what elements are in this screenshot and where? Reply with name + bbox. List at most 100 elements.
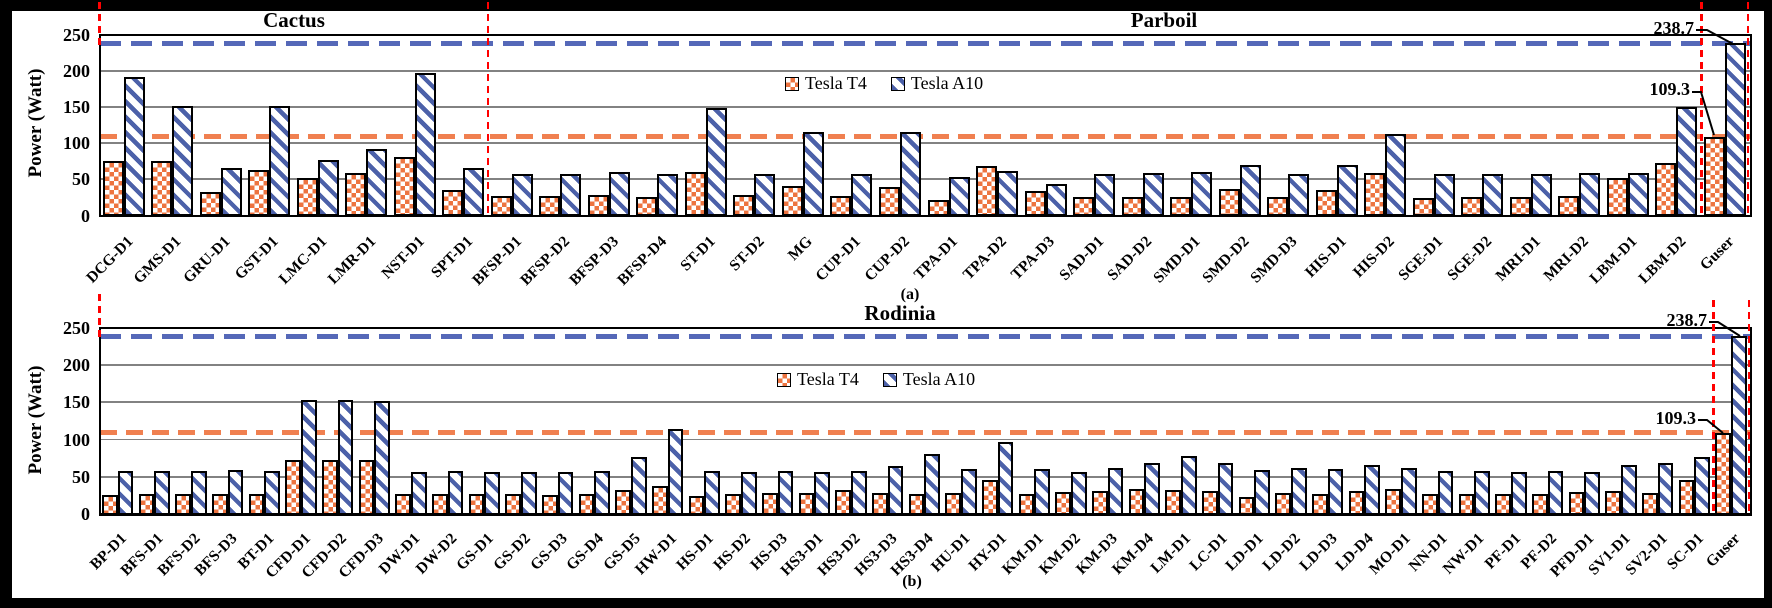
- bar-t4-LBM-D2: [1655, 162, 1677, 217]
- bar-t4-HS-D2: [725, 493, 741, 515]
- gridline-100: [100, 438, 1750, 441]
- bar-t4-BFSP-D3: [587, 195, 609, 217]
- bar-a10-MG: [802, 131, 824, 217]
- bar-t4-NW-D1: [1458, 493, 1475, 515]
- bar-t4-SV2-D1: [1642, 493, 1658, 515]
- bar-a10-BFSP-D4: [657, 174, 679, 217]
- bar-a10-MRI-D1: [1530, 174, 1552, 217]
- bar-t4-HS3-D2: [835, 490, 851, 515]
- bar-t4-SMD-D3: [1267, 196, 1289, 217]
- ytick-50: 50: [72, 466, 90, 487]
- x-axis-line: [98, 214, 1752, 217]
- bar-t4-CFD-D3: [358, 459, 375, 515]
- suite-separator-line: [486, 2, 490, 217]
- suite-title-cactus: Cactus: [263, 8, 325, 32]
- bar-a10-SC-D1: [1694, 457, 1710, 515]
- annotation-109.3: 109.3: [1649, 79, 1691, 99]
- gridline-50: [100, 178, 1750, 181]
- bar-a10-LMR-D1: [366, 149, 388, 217]
- legend-label-t4: Tesla T4: [797, 369, 859, 389]
- bar-t4-HIS-D1: [1315, 189, 1337, 217]
- bar-t4-LD-D3: [1312, 493, 1328, 515]
- gridline-150: [100, 401, 1750, 404]
- bar-t4-SMD-D2: [1218, 188, 1240, 217]
- bar-t4-Guser: [1715, 432, 1731, 515]
- legend: Tesla T4 Tesla A10: [785, 73, 983, 94]
- gridline-100: [100, 142, 1750, 145]
- ytick-150: 150: [63, 97, 90, 118]
- bar-a10-LD-D2: [1291, 467, 1307, 515]
- bar-t4-DW-D2: [432, 493, 448, 515]
- bar-a10-BFSP-D2: [560, 173, 582, 217]
- bar-a10-BP-D1: [117, 470, 134, 515]
- bar-a10-HS-D3: [777, 470, 794, 515]
- bar-t4-BP-D1: [102, 494, 118, 515]
- bar-a10-BT-D1: [264, 470, 280, 515]
- legend-swatch-a10: [890, 76, 905, 91]
- annotation-109.3: 109.3: [1655, 408, 1697, 428]
- bar-a10-HY-D1: [997, 441, 1014, 515]
- guser-marker-line-right: [1746, 2, 1750, 217]
- bar-a10-SAD-D1: [1094, 173, 1116, 217]
- gridline-150: [100, 106, 1750, 108]
- bar-a10-PF-D1: [1511, 471, 1527, 515]
- bar-a10-HIS-D2: [1385, 133, 1407, 217]
- bar-t4-GS-D5: [615, 490, 631, 515]
- bar-t4-LMR-D1: [345, 172, 367, 217]
- bar-a10-SV1-D1: [1621, 464, 1637, 515]
- bar-a10-KM-D1: [1034, 469, 1050, 515]
- plot-top-border: [98, 34, 1752, 36]
- bar-t4-CFD-D2: [322, 459, 338, 515]
- legend-swatch-t4: [785, 76, 799, 91]
- bar-a10-HS3-D4: [924, 453, 940, 515]
- ytick-250: 250: [63, 25, 90, 45]
- guser-marker-line-left: [1700, 2, 1704, 217]
- bar-t4-ST-D1: [684, 172, 706, 217]
- bar-t4-GST-D1: [248, 170, 270, 217]
- panel-caption-b: (b): [902, 573, 922, 590]
- bar-t4-MRI-D2: [1558, 196, 1580, 217]
- bar-a10-CFD-D1: [301, 400, 317, 515]
- bar-a10-MO-D1: [1401, 467, 1417, 515]
- bar-t4-DW-D1: [395, 493, 411, 515]
- x-axis-line: [98, 513, 1752, 516]
- bar-t4-BFSP-D2: [539, 196, 561, 217]
- annotation-leader-line: [1698, 419, 1724, 434]
- bar-t4-SV1-D1: [1605, 490, 1621, 515]
- bar-a10-Guser: [1731, 336, 1747, 515]
- bar-t4-LD-D1: [1238, 496, 1255, 515]
- bar-a10-TPA-D1: [948, 176, 970, 217]
- bar-a10-BFSP-D3: [608, 172, 630, 217]
- y-axis-line: [98, 327, 101, 516]
- bar-t4-GS-D1: [468, 493, 485, 515]
- bar-t4-KM-D4: [1128, 489, 1145, 515]
- bar-t4-LD-D4: [1348, 490, 1365, 515]
- panel-caption-a: (a): [900, 286, 920, 303]
- bar-a10-GMS-D1: [172, 106, 194, 217]
- a10-reference-line: [100, 40, 1750, 46]
- annotation-leader-line: [1692, 91, 1715, 136]
- bar-a10-HS3-D1: [814, 471, 830, 515]
- bar-a10-GS-D3: [557, 472, 574, 515]
- bar-t4-GRU-D1: [199, 191, 221, 217]
- bar-a10-KM-D2: [1071, 471, 1087, 515]
- bar-a10-GST-D1: [269, 106, 291, 217]
- guser-marker-line-left: [1712, 300, 1715, 516]
- bar-t4-HW-D1: [652, 485, 668, 515]
- ytick-150: 150: [63, 392, 90, 413]
- bar-t4-KM-D3: [1092, 490, 1108, 515]
- bar-t4-SGE-D2: [1461, 196, 1483, 217]
- legend-swatch-t4: [777, 372, 791, 387]
- t4-reference-line: [100, 430, 1750, 436]
- bar-a10-LD-D4: [1364, 464, 1380, 515]
- bar-a10-KM-D4: [1144, 462, 1160, 515]
- left-marker-line: [98, 294, 101, 339]
- legend-label-a10: Tesla A10: [910, 73, 984, 93]
- bar-a10-SV2-D1: [1657, 463, 1674, 515]
- bar-a10-BFSP-D1: [511, 173, 533, 217]
- suite-title-parboil: Parboil: [1130, 8, 1198, 32]
- bar-a10-LD-D3: [1327, 469, 1344, 515]
- bar-t4-NST-D1: [393, 157, 415, 217]
